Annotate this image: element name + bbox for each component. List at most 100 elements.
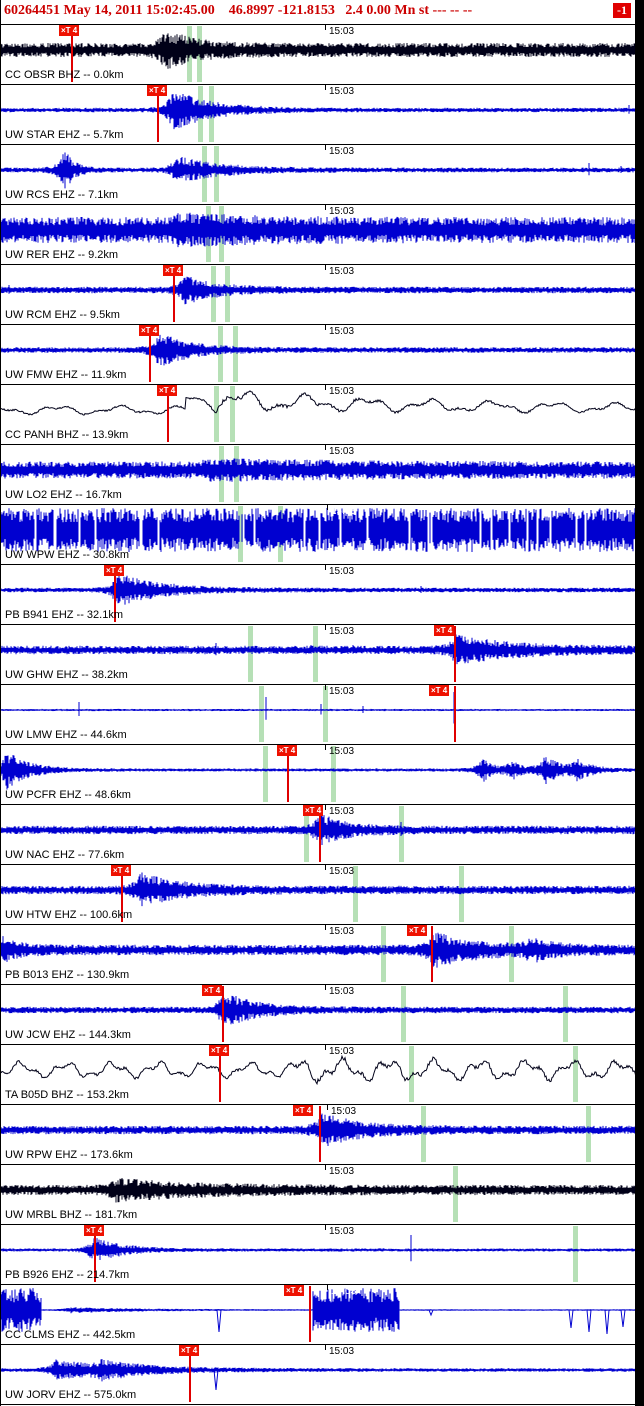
time-tick: [325, 85, 326, 90]
trace-row-cc-clms[interactable]: ×T 4 15:03 CC CLMS EHZ -- 442.5km: [1, 1285, 644, 1345]
waveform-uw-lo2: [1, 458, 637, 482]
pick-marker-red[interactable]: [222, 986, 224, 1042]
trace-row-uw-lmw[interactable]: ×T 4 15:03 UW LMW EHZ -- 44.6km: [1, 685, 644, 745]
right-scrollbar[interactable]: [635, 0, 644, 1406]
trace-row-pb-b926[interactable]: ×T 4 15:03 PB B926 EHZ -- 214.7km: [1, 1225, 644, 1285]
waveform-pb-b926: [1, 1235, 637, 1262]
arrival-marker-green: [214, 386, 219, 442]
station-label: UW STAR EHZ -- 5.7km: [5, 129, 124, 141]
scale-badge: ×T 4: [407, 925, 428, 936]
scale-badge: ×T 4: [277, 745, 298, 756]
trace-row-uw-nac[interactable]: ×T 4 15:03 UW NAC EHZ -- 77.6km: [1, 805, 644, 865]
arrival-marker-green: [331, 746, 336, 802]
arrival-marker-green: [586, 1106, 591, 1162]
station-label: UW NAC EHZ -- 77.6km: [5, 849, 125, 861]
waveform-uw-rer: [1, 212, 637, 248]
scale-badge: ×T 4: [293, 1105, 314, 1116]
trace-row-uw-mrbl[interactable]: 15:03 UW MRBL BHZ -- 181.7km: [1, 1165, 644, 1225]
arrival-marker-green: [248, 626, 253, 682]
station-label: CC OBSR BHZ -- 0.0km: [5, 69, 124, 81]
pick-marker-red[interactable]: [319, 1106, 321, 1162]
pick-marker-red[interactable]: [189, 1346, 191, 1402]
arrival-marker-green: [230, 386, 235, 442]
arrival-marker-green: [313, 626, 318, 682]
trace-row-uw-ghw[interactable]: ×T 4 15:03 UW GHW EHZ -- 38.2km: [1, 625, 644, 685]
pick-marker-red[interactable]: [173, 266, 175, 322]
pick-marker-red[interactable]: [149, 326, 151, 382]
pick-marker-red[interactable]: [71, 26, 73, 82]
event-summary: 60264451 May 14, 2011 15:02:45.00 46.899…: [4, 3, 473, 18]
time-label: 15:03: [329, 1226, 355, 1237]
trace-row-pb-b941[interactable]: ×T 4 15:03 PB B941 EHZ -- 32.1km: [1, 565, 644, 625]
trace-row-uw-rcm[interactable]: ×T 4 15:03 UW RCM EHZ -- 9.5km: [1, 265, 644, 325]
pick-marker-red[interactable]: [319, 806, 321, 862]
pick-marker-red[interactable]: [94, 1226, 96, 1282]
waveform-uw-fmw: [1, 334, 637, 366]
station-label: UW WPW EHZ -- 30.8km: [5, 549, 130, 561]
trace-row-cc-obsr[interactable]: ×T 4 15:03 CC OBSR BHZ -- 0.0km: [1, 25, 644, 85]
time-label: 15:03: [329, 626, 355, 637]
trace-row-uw-fmw[interactable]: ×T 4 15:03 UW FMW EHZ -- 11.9km: [1, 325, 644, 385]
waveform-uw-star: [1, 94, 637, 130]
pick-marker-red[interactable]: [454, 686, 456, 742]
waveform-uw-wpw: [1, 508, 637, 552]
time-tick: [327, 505, 328, 510]
trace-row-ta-b05d[interactable]: ×T 4 15:03 TA B05D BHZ -- 153.2km: [1, 1045, 644, 1105]
header-flag-badge: -1: [613, 3, 631, 18]
trace-row-uw-rer[interactable]: 15:03 UW RER EHZ -- 9.2km: [1, 205, 644, 265]
trace-row-uw-jcw[interactable]: ×T 4 15:03 UW JCW EHZ -- 144.3km: [1, 985, 644, 1045]
waveform-uw-rcm: [1, 276, 637, 305]
trace-row-uw-rcs[interactable]: 15:03 UW RCS EHZ -- 7.1km: [1, 145, 644, 205]
trace-row-uw-pcfr[interactable]: ×T 4 15:03 UW PCFR EHZ -- 48.6km: [1, 745, 644, 805]
waveform-pb-b941: [1, 575, 637, 605]
time-tick: [325, 565, 326, 570]
pick-marker-red[interactable]: [219, 1046, 221, 1102]
pick-marker-red[interactable]: [167, 386, 169, 442]
station-label: UW LO2 EHZ -- 16.7km: [5, 489, 122, 501]
trace-row-uw-lo2[interactable]: 15:03 UW LO2 EHZ -- 16.7km: [1, 445, 644, 505]
time-tick: [325, 925, 326, 930]
scale-badge: ×T 4: [139, 325, 160, 336]
arrival-marker-green: [263, 746, 268, 802]
trace-row-uw-htw[interactable]: ×T 4 15:03 UW HTW EHZ -- 100.6km: [1, 865, 644, 925]
waveform-pb-b013: [1, 932, 637, 968]
scale-badge: ×T 4: [202, 985, 223, 996]
scale-badge: ×T 4: [429, 685, 450, 696]
time-tick: [325, 865, 326, 870]
scale-badge: ×T 4: [179, 1345, 200, 1356]
station-label: UW LMW EHZ -- 44.6km: [5, 729, 127, 741]
trace-row-cc-panh[interactable]: ×T 4 15:03 CC PANH BHZ -- 13.9km: [1, 385, 644, 445]
trace-row-uw-jorv[interactable]: ×T 4 15:03 UW JORV EHZ -- 575.0km: [1, 1345, 644, 1405]
trace-row-uw-rpw[interactable]: ×T 4 15:03 UW RPW EHZ -- 173.6km: [1, 1105, 644, 1165]
waveform-uw-rpw: [1, 1113, 637, 1146]
time-label: 15:03: [329, 686, 355, 697]
pick-marker-red[interactable]: [114, 566, 116, 622]
time-label: 15:03: [329, 386, 355, 397]
arrival-marker-green: [353, 866, 358, 922]
pick-marker-red[interactable]: [431, 926, 433, 982]
time-tick: [325, 1045, 326, 1050]
pick-marker-red[interactable]: [157, 86, 159, 142]
time-label: 15:03: [329, 566, 355, 577]
trace-row-pb-b013[interactable]: ×T 4 15:03 PB B013 EHZ -- 130.9km: [1, 925, 644, 985]
station-label: UW RER EHZ -- 9.2km: [5, 249, 119, 261]
time-label: 15:03: [329, 146, 355, 157]
pick-marker-red[interactable]: [309, 1286, 311, 1342]
time-label: 15:03: [329, 266, 355, 277]
trace-row-uw-star[interactable]: ×T 4 15:03 UW STAR EHZ -- 5.7km: [1, 85, 644, 145]
station-label: UW MRBL BHZ -- 181.7km: [5, 1209, 138, 1221]
time-label: 15:03: [329, 326, 355, 337]
time-label: 15:03: [329, 1166, 355, 1177]
scale-badge: ×T 4: [111, 865, 132, 876]
time-tick: [325, 1225, 326, 1230]
arrival-marker-green: [259, 686, 264, 742]
time-label: 15:03: [331, 506, 357, 517]
pick-marker-red[interactable]: [287, 746, 289, 802]
scale-badge: ×T 4: [59, 25, 80, 36]
waveform-cc-panh: [1, 390, 637, 416]
time-label: 15:03: [329, 446, 355, 457]
time-tick: [325, 685, 326, 690]
pick-marker-red[interactable]: [454, 626, 456, 682]
trace-row-uw-wpw[interactable]: 15:03 UW WPW EHZ -- 30.8km: [1, 505, 644, 565]
pick-marker-red[interactable]: [121, 866, 123, 922]
